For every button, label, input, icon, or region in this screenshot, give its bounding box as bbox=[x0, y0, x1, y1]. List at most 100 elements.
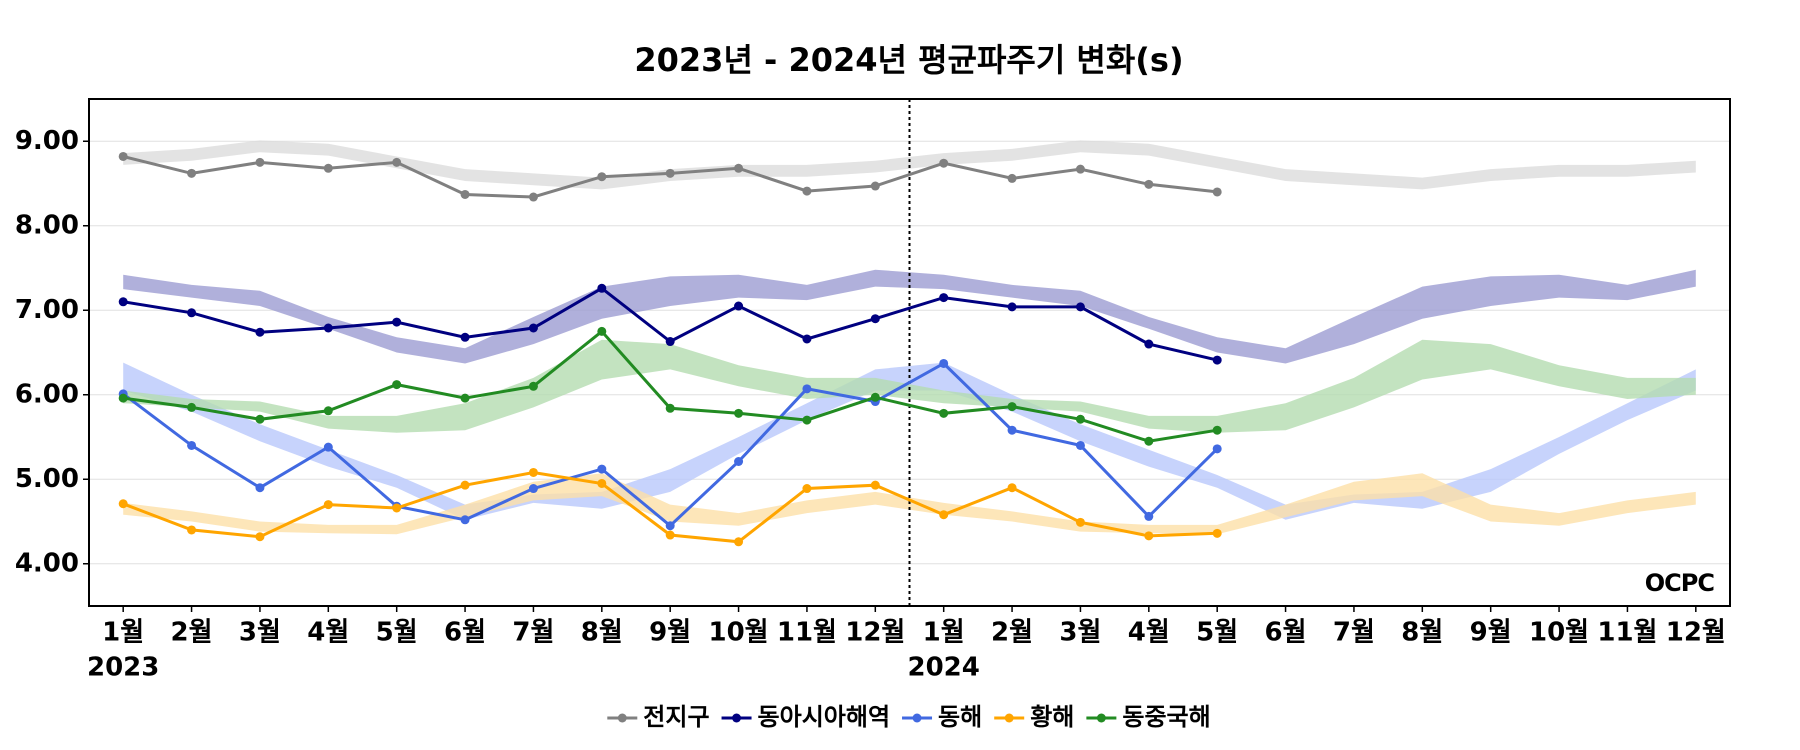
series-marker bbox=[870, 480, 880, 490]
legend-label: 동중국해 bbox=[1122, 703, 1210, 731]
series-marker bbox=[460, 480, 470, 490]
y-tick-label: 6.00 bbox=[15, 379, 79, 409]
series-marker bbox=[939, 358, 949, 368]
series-marker bbox=[187, 308, 197, 318]
x-tick-label: 9월 bbox=[649, 618, 691, 648]
series-marker bbox=[1075, 164, 1085, 174]
series-marker bbox=[118, 499, 128, 509]
x-tick-label: 1월 bbox=[923, 618, 965, 648]
series-marker bbox=[118, 297, 128, 307]
series-marker bbox=[255, 483, 265, 493]
series-marker bbox=[323, 500, 333, 510]
x-tick-label: 11월 bbox=[777, 618, 837, 648]
y-tick-label: 5.00 bbox=[15, 464, 79, 494]
series-marker bbox=[1007, 483, 1017, 493]
series-marker bbox=[870, 314, 880, 324]
series-marker bbox=[1144, 531, 1154, 541]
series-marker bbox=[255, 532, 265, 542]
x-tick-label: 5월 bbox=[376, 618, 418, 648]
climate-band bbox=[123, 269, 1696, 364]
series-marker bbox=[187, 525, 197, 535]
series-marker bbox=[870, 181, 880, 191]
series-marker bbox=[597, 478, 607, 488]
series-marker bbox=[734, 163, 744, 173]
series-marker bbox=[1144, 339, 1154, 349]
plot-frame bbox=[88, 98, 1731, 607]
series-marker bbox=[802, 415, 812, 425]
series-marker bbox=[734, 301, 744, 311]
x-tick-label: 3월 bbox=[1059, 618, 1101, 648]
series-marker bbox=[734, 457, 744, 467]
series-marker bbox=[1075, 414, 1085, 424]
series-marker bbox=[255, 157, 265, 167]
x-tick-label: 3월 bbox=[239, 618, 281, 648]
climate-band bbox=[123, 339, 1696, 433]
series-marker bbox=[939, 408, 949, 418]
legend-label: 동아시아해역 bbox=[758, 703, 890, 731]
series-marker bbox=[1212, 528, 1222, 538]
series-marker bbox=[802, 186, 812, 196]
series-marker bbox=[734, 408, 744, 418]
chart-title: 2023년 - 2024년 평균파주기 변화(s) bbox=[634, 41, 1183, 79]
y-tick-label: 9.00 bbox=[15, 126, 79, 156]
legend-marker bbox=[1096, 713, 1106, 723]
x-tick-label: 12월 bbox=[845, 618, 905, 648]
series-marker bbox=[1007, 302, 1017, 312]
series-marker bbox=[528, 323, 538, 333]
x-tick-label: 5월 bbox=[1196, 618, 1238, 648]
legend-label: 황해 bbox=[1030, 703, 1074, 731]
x-tick-label: 6월 bbox=[444, 618, 486, 648]
series-marker bbox=[392, 317, 402, 327]
series-marker bbox=[802, 384, 812, 394]
series-marker bbox=[323, 163, 333, 173]
legend-label: 전지구 bbox=[643, 703, 709, 731]
series-marker bbox=[665, 403, 675, 413]
x-tick-label: 9월 bbox=[1470, 618, 1512, 648]
series-marker bbox=[665, 530, 675, 540]
series-marker bbox=[323, 442, 333, 452]
legend-marker bbox=[732, 713, 742, 723]
series-marker bbox=[597, 283, 607, 293]
series-marker bbox=[665, 521, 675, 531]
legend-marker bbox=[1004, 713, 1014, 723]
x-tick-label: 11월 bbox=[1597, 618, 1657, 648]
series-marker bbox=[597, 326, 607, 336]
series-marker bbox=[1075, 517, 1085, 527]
series-marker bbox=[802, 334, 812, 344]
climate-band bbox=[123, 140, 1696, 190]
year-label: 2024 bbox=[908, 653, 980, 683]
x-tick-label: 4월 bbox=[307, 618, 349, 648]
series-marker bbox=[528, 484, 538, 494]
series-marker bbox=[187, 402, 197, 412]
series-marker bbox=[665, 168, 675, 178]
series-marker bbox=[460, 393, 470, 403]
series-marker bbox=[1212, 187, 1222, 197]
x-tick-label: 7월 bbox=[512, 618, 554, 648]
series-marker bbox=[323, 323, 333, 333]
series-marker bbox=[528, 467, 538, 477]
x-tick-label: 6월 bbox=[1265, 618, 1307, 648]
x-tick-label: 12월 bbox=[1666, 618, 1726, 648]
series-marker bbox=[460, 332, 470, 342]
series-marker bbox=[597, 464, 607, 474]
x-tick-label: 4월 bbox=[1128, 618, 1170, 648]
legend-marker bbox=[617, 713, 627, 723]
y-tick-label: 8.00 bbox=[15, 210, 79, 240]
series-marker bbox=[1212, 425, 1222, 435]
series-marker bbox=[597, 172, 607, 182]
series-marker bbox=[118, 151, 128, 161]
series-marker bbox=[255, 327, 265, 337]
series-marker bbox=[665, 337, 675, 347]
series-marker bbox=[1144, 179, 1154, 189]
series-marker bbox=[392, 380, 402, 390]
x-tick-label: 8월 bbox=[581, 618, 623, 648]
legend: 전지구 동아시아해역 동해 황해 동중국해 bbox=[607, 703, 1211, 731]
series-marker bbox=[187, 168, 197, 178]
series-marker bbox=[734, 537, 744, 547]
y-tick-label: 7.00 bbox=[15, 295, 79, 325]
series-marker bbox=[1075, 440, 1085, 450]
x-tick-label: 1월 bbox=[102, 618, 144, 648]
series-marker bbox=[939, 510, 949, 520]
x-tick-label: 10월 bbox=[709, 618, 769, 648]
x-tick-label: 8월 bbox=[1401, 618, 1443, 648]
